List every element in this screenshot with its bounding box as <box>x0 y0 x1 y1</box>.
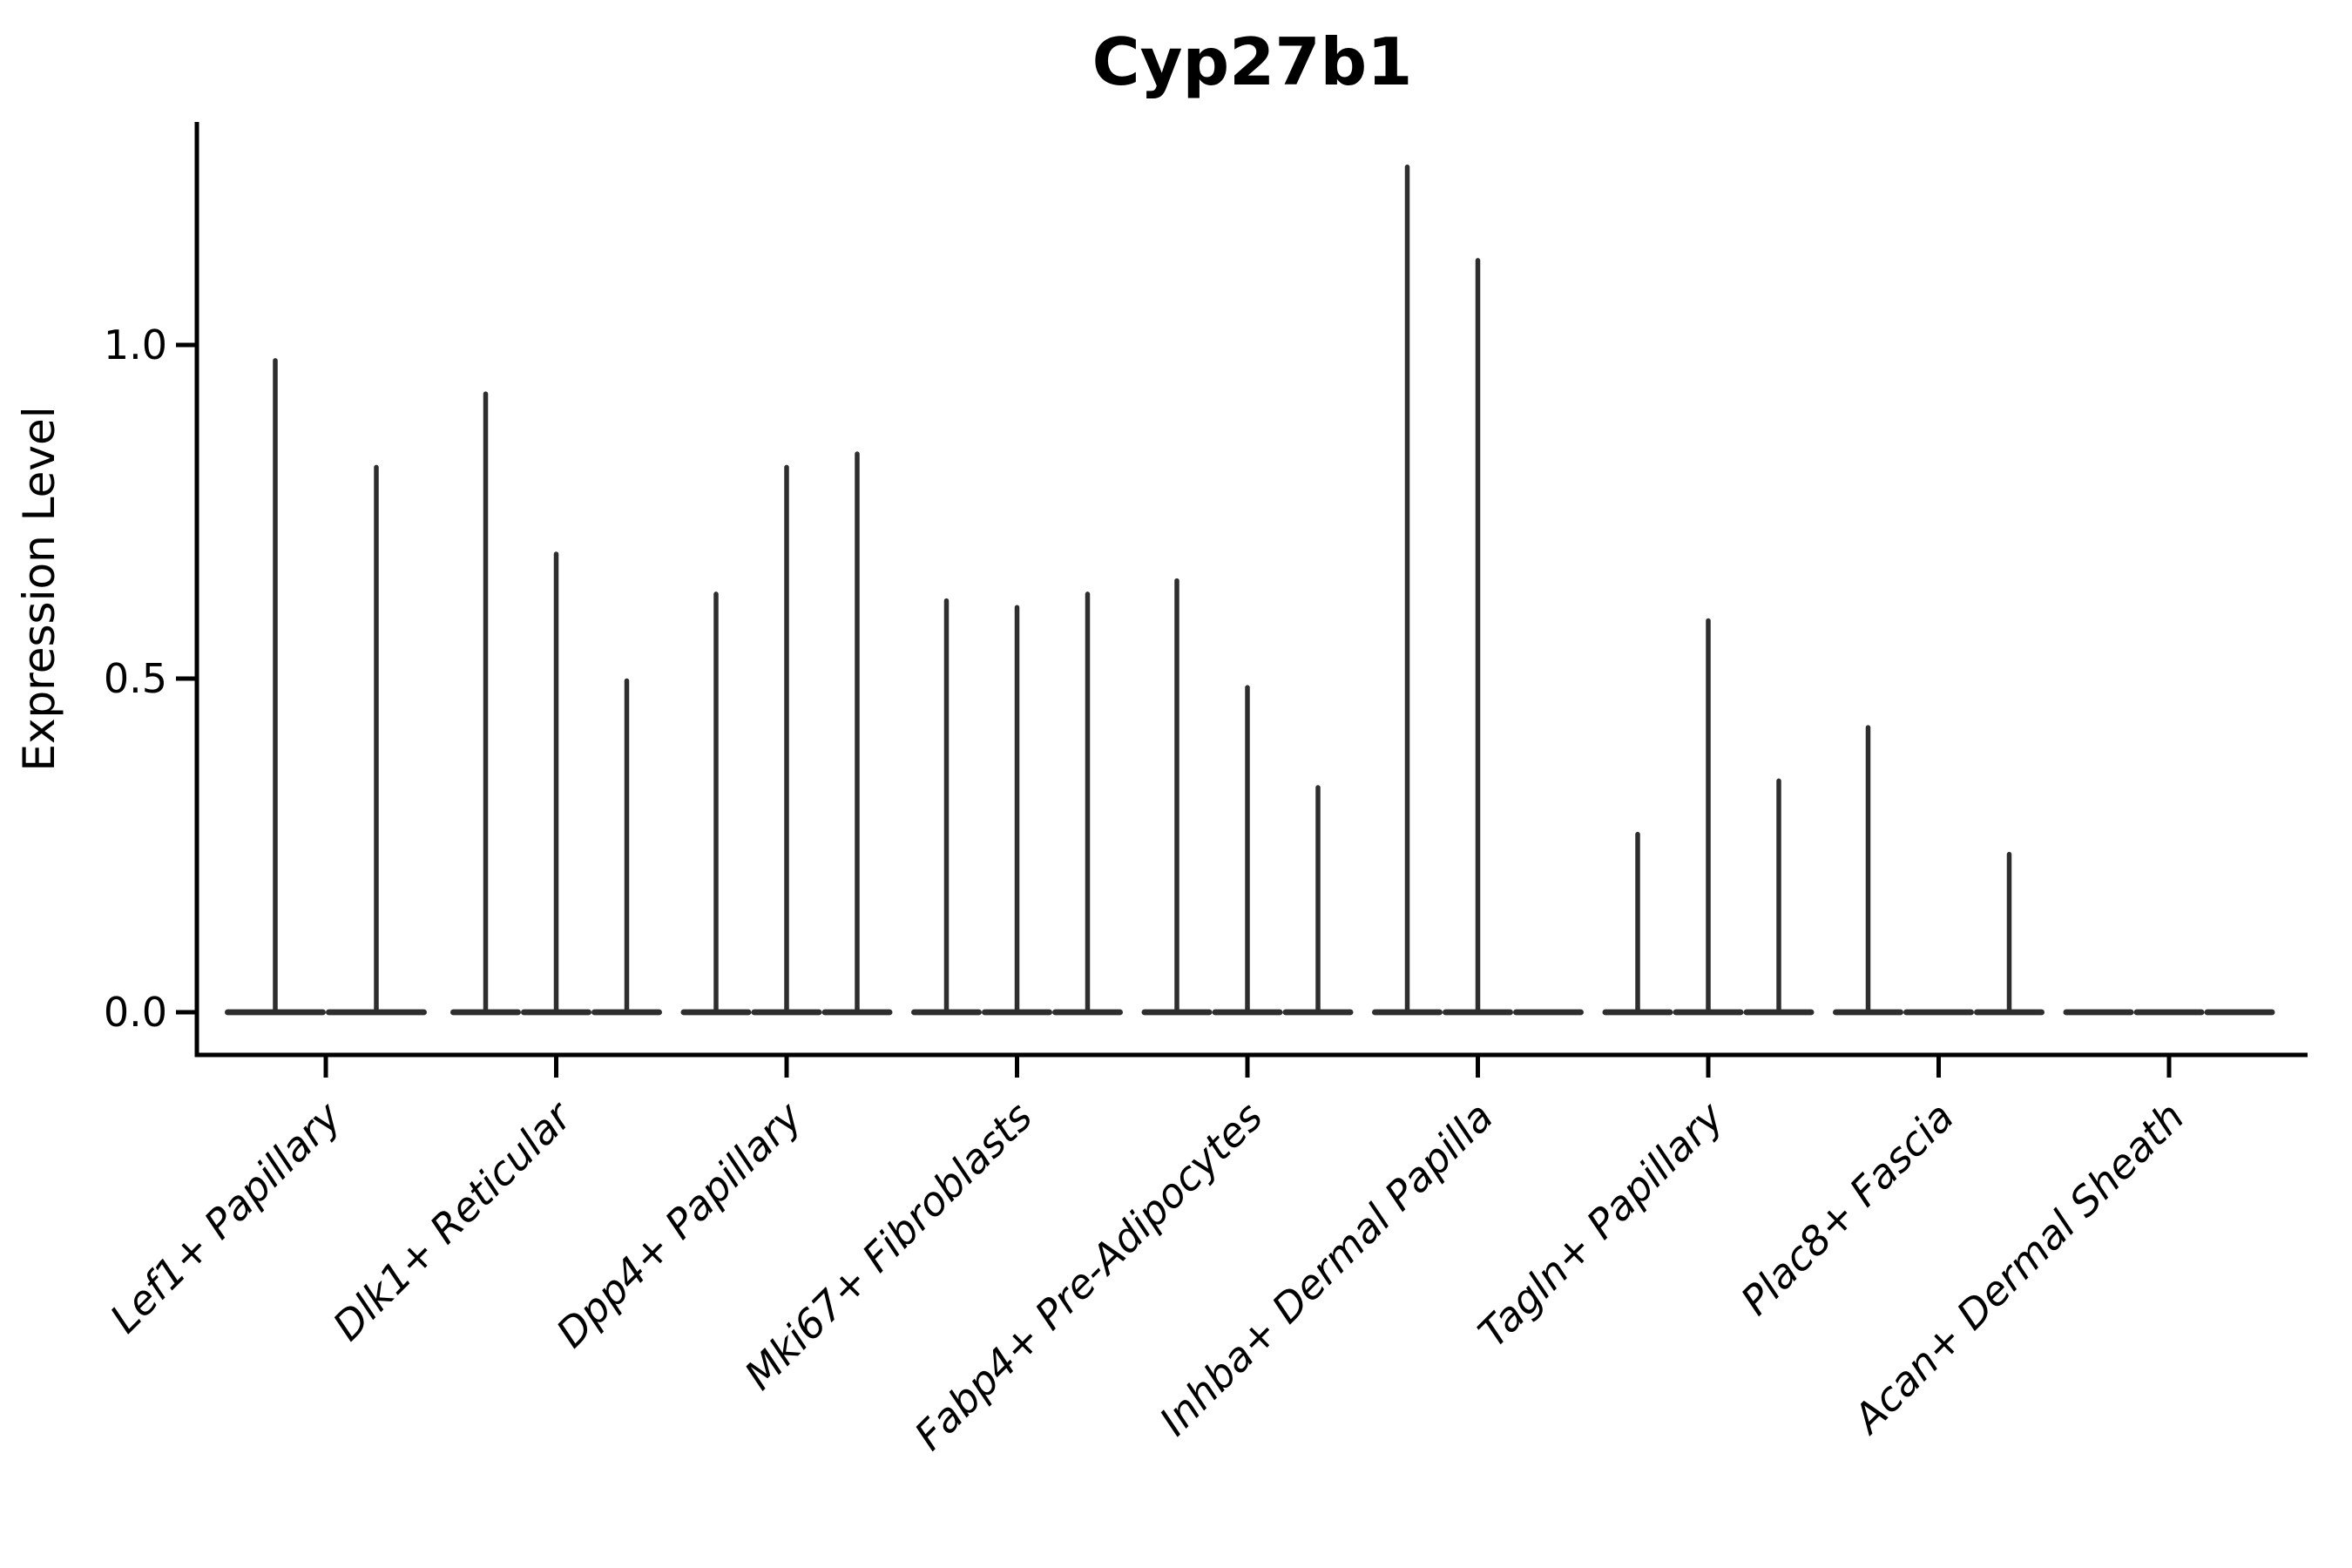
y-tick-label: 0.5 <box>104 655 167 702</box>
violin-group <box>1602 618 1815 1016</box>
y-tick-label: 0.0 <box>104 989 167 1036</box>
x-tick-label: Dpp4+ Papillary <box>547 1092 811 1356</box>
y-axis-label: Expression Level <box>14 406 64 771</box>
y-tick-label: 1.0 <box>104 321 167 368</box>
axes-spines <box>194 122 2308 1058</box>
x-tick-label: Plac8+ Fascia <box>1732 1093 1963 1324</box>
x-tick-label: Lef1+ Papillary <box>101 1092 350 1342</box>
violin-base <box>1903 1009 1974 1016</box>
violin-base <box>2063 1009 2134 1016</box>
violin-group <box>1141 578 1354 1016</box>
violin-base <box>2133 1009 2205 1016</box>
violin-group <box>225 358 427 1016</box>
violin-base <box>2204 1009 2275 1016</box>
violin-group <box>1833 725 2044 1016</box>
violin-group <box>2063 1009 2275 1016</box>
chart-title: Cyp27b1 <box>1092 24 1413 100</box>
x-tick-label: Dlk1+ Reticular <box>324 1091 583 1349</box>
violin-group <box>680 451 893 1016</box>
violin-group <box>1372 164 1584 1016</box>
violin-base <box>1513 1009 1584 1016</box>
violin-group <box>450 391 662 1016</box>
x-tick-label: Tagln+ Papillary <box>1469 1092 1733 1356</box>
violin-group <box>911 591 1123 1016</box>
